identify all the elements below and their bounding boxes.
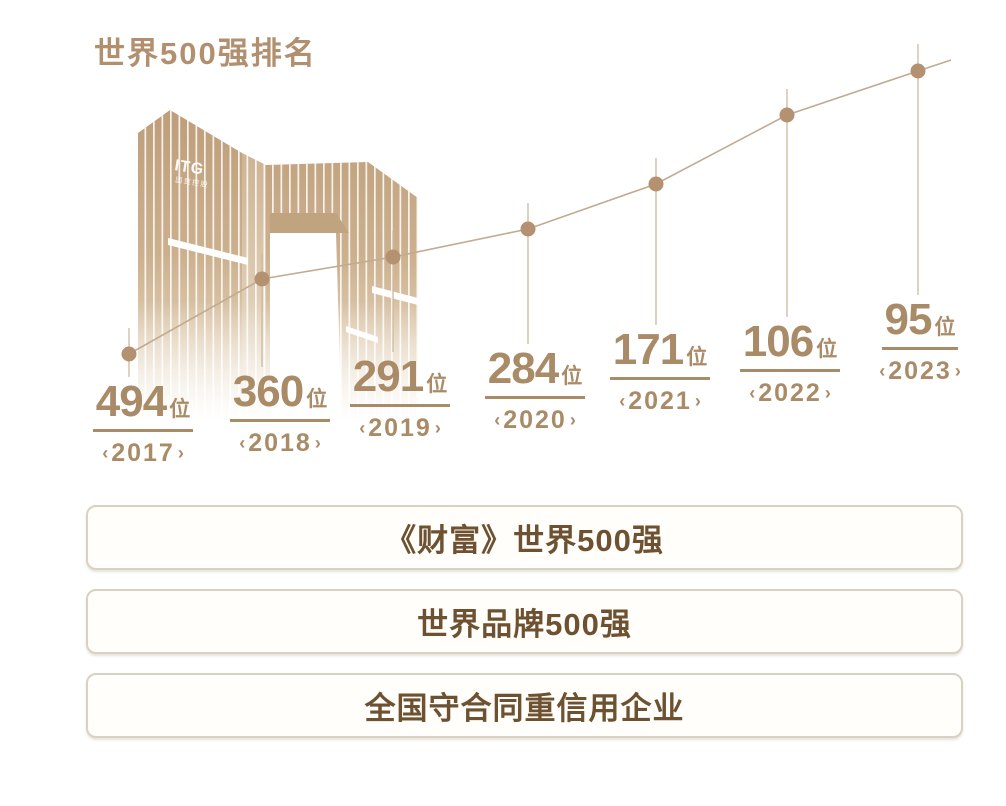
rank-value: 106 位 (739, 320, 841, 372)
rank-year: ‹ 2018 › (205, 429, 355, 458)
rank-label-2022: 106 位 ‹ 2022 › (715, 320, 865, 408)
data-point-dot (254, 271, 270, 287)
page-title: 世界500强排名 (94, 36, 317, 71)
data-point-dot (779, 107, 795, 123)
data-point-dot (385, 249, 401, 265)
building-window-slit (168, 238, 248, 265)
right-angle-icon: › (434, 417, 441, 438)
rank-year: ‹ 2020 › (460, 406, 610, 435)
badge-label: 全国守合同重信用企业 (364, 691, 685, 726)
ranking-trend-chart: ITG 国贸控股 (121, 44, 952, 436)
rank-unit: 位 (686, 346, 708, 369)
data-point-dot (910, 63, 926, 79)
rank-label-2020: 284 位 ‹ 2020 › (460, 347, 610, 435)
rank-year: ‹ 2022 › (715, 379, 865, 408)
building-gate-ceiling (270, 213, 349, 233)
badge-fortune-global-500: 《财富》世界500强 (86, 505, 963, 570)
rank-value: 171 位 (609, 328, 711, 380)
rank-unit: 位 (816, 338, 838, 361)
building-fade (128, 300, 440, 436)
rank-unit: 位 (934, 316, 956, 339)
left-angle-icon: ‹ (494, 409, 501, 430)
left-angle-icon: ‹ (102, 442, 109, 463)
rank-label-2021: 171 位 ‹ 2021 › (585, 328, 735, 416)
right-angle-icon: › (314, 432, 321, 453)
right-angle-icon: › (954, 360, 961, 381)
rank-value: 284 位 (484, 347, 586, 399)
rank-unit: 位 (306, 388, 328, 411)
right-angle-icon: › (177, 442, 184, 463)
building-illustration: ITG 国贸控股 (128, 110, 440, 436)
left-angle-icon: ‹ (879, 360, 886, 381)
right-angle-icon: › (824, 382, 831, 403)
left-angle-icon: ‹ (619, 390, 626, 411)
badge-world-brand-500: 世界品牌500强 (86, 589, 963, 654)
rank-label-2017: 494 位 ‹ 2017 › (68, 380, 218, 468)
rank-value: 95 位 (881, 298, 959, 350)
left-angle-icon: ‹ (239, 432, 246, 453)
badge-label: 世界品牌500强 (417, 607, 632, 642)
rank-year: ‹ 2017 › (68, 439, 218, 468)
data-points (121, 63, 926, 362)
left-angle-icon: ‹ (359, 417, 366, 438)
itg-logo-text: ITG (173, 157, 205, 178)
rank-unit: 位 (561, 365, 583, 388)
trend-line (128, 59, 952, 355)
rank-unit: 位 (426, 373, 448, 396)
rank-label-2018: 360 位 ‹ 2018 › (205, 370, 355, 458)
rank-value: 291 位 (349, 355, 451, 407)
rank-unit: 位 (169, 398, 191, 421)
data-point-dot (121, 346, 137, 362)
right-angle-icon: › (569, 409, 576, 430)
right-angle-icon: › (694, 390, 701, 411)
left-angle-icon: ‹ (749, 382, 756, 403)
rank-label-2019: 291 位 ‹ 2019 › (325, 355, 475, 443)
rank-year: ‹ 2023 › (845, 357, 995, 386)
badge-label: 《财富》世界500强 (385, 523, 664, 558)
rank-value: 360 位 (229, 370, 331, 422)
rank-year: ‹ 2019 › (325, 414, 475, 443)
rank-year: ‹ 2021 › (585, 387, 735, 416)
data-point-dot (520, 221, 536, 237)
data-point-dot (648, 176, 664, 192)
badge-contract-credit-enterprise: 全国守合同重信用企业 (86, 673, 963, 738)
rank-value: 494 位 (92, 380, 194, 432)
rank-label-2023: 95 位 ‹ 2023 › (845, 298, 995, 386)
